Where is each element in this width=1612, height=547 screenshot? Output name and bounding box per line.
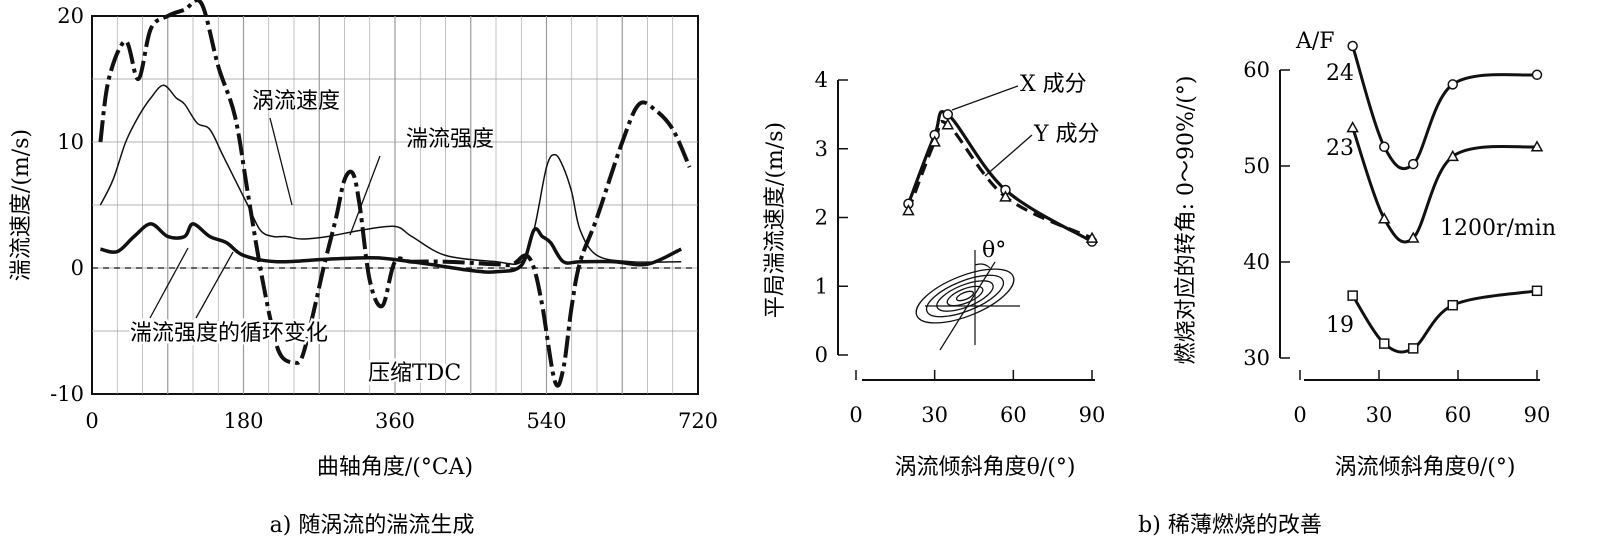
panel-a-series	[98, 0, 692, 388]
x-tick-label: 60	[1000, 403, 1027, 427]
data-point-af-23	[1530, 140, 1544, 152]
turbulence-intensity-annotation: 湍流强度	[406, 127, 494, 152]
y-tick-label: 20	[57, 4, 84, 28]
y-tick-label: 1	[815, 274, 828, 298]
series-line-x-component	[906, 110, 1093, 243]
cyclic-variation-annotation: 湍流强度的循环变化	[130, 321, 328, 346]
data-point-y-component	[902, 204, 915, 216]
data-point-af-19	[1407, 343, 1419, 354]
panel-b-y-axis-label: 平局湍流速度/(m/s)	[763, 122, 788, 318]
swirl-speed-annotation: 涡流速度	[252, 89, 340, 114]
series-line-swirl-speed	[98, 0, 692, 388]
x-tick-label: 360	[375, 409, 415, 433]
data-point-y-component	[941, 118, 955, 130]
x-tick-label: 0	[85, 409, 98, 433]
panel-a-x-axis-label: 曲轴角度/(°CA)	[317, 455, 473, 480]
data-point-x-component	[942, 109, 954, 120]
x-tick-label: 720	[678, 409, 718, 433]
y-tick-label: 2	[815, 206, 828, 230]
data-point-af-24	[1531, 69, 1543, 81]
x-tick-label: 0	[849, 403, 862, 427]
series-line-turbulence-intensity	[99, 84, 682, 266]
y-tick-label: 40	[1243, 250, 1270, 274]
x-tick-label: 60	[1445, 403, 1472, 427]
compression-tdc-annotation: 压缩TDC	[368, 361, 461, 386]
x-component-leader	[951, 85, 1019, 111]
theta-degree-label: θ°	[982, 238, 1006, 263]
data-point-y-component	[999, 190, 1012, 202]
data-point-af-24	[1347, 40, 1358, 52]
data-point-af-23	[1346, 121, 1359, 133]
chart-panel-c: 60 50 40 30 0 30 60 90 燃烧对应的转角: 0～90%/(°) 涡流倾斜…	[1174, 29, 1556, 480]
data-point-af-23	[1377, 212, 1391, 224]
af-24-label: 24	[1326, 61, 1354, 86]
x-tick-label: 540	[526, 409, 566, 433]
chart-panel-b: 4 3 2 1 0 0 30 60 90 平局湍流速度/(m/s) 涡流倾斜角度θ/(°) X…	[763, 68, 1105, 480]
panel-a-x-ticks: 0 180 360 540 720	[85, 409, 718, 433]
panel-c-y-axis-label: 燃烧对应的转角: 0～90%/(°)	[1174, 76, 1199, 365]
data-point-af-24	[1447, 79, 1458, 90]
x-tick-label: 90	[1524, 403, 1551, 427]
panel-c-series	[1346, 40, 1544, 354]
series-line-cyclic-variation	[100, 222, 682, 274]
caption-a: a) 随涡流的湍流生成	[270, 513, 475, 538]
cyclic-variation-leader-2	[195, 251, 234, 319]
swirl-speed-leader	[269, 117, 293, 206]
x-tick-label: 180	[223, 409, 263, 433]
engine-speed-label: 1200r/min	[1440, 216, 1556, 241]
data-point-af-19	[1347, 290, 1358, 301]
data-point-af-23	[1406, 231, 1420, 243]
x-tick-label: 30	[921, 403, 948, 427]
panel-c-x-ticks: 0 30 60 90	[1293, 370, 1550, 427]
panel-a-y-ticks: 20 10 0 -10	[50, 4, 84, 406]
data-point-af-23	[1446, 149, 1460, 162]
y-tick-label: 0	[815, 343, 828, 367]
y-tick-label: 50	[1243, 154, 1270, 178]
panel-c-x-axis-label: 涡流倾斜角度θ/(°)	[1335, 455, 1516, 480]
data-point-af-24	[1379, 141, 1390, 153]
cyclic-variation-leader-1	[149, 247, 189, 319]
y-tick-label: 0	[71, 256, 84, 280]
af-19-label: 19	[1326, 313, 1354, 338]
y-tick-label: -10	[50, 382, 84, 406]
data-point-af-19	[1531, 285, 1543, 297]
panel-a-y-axis-label: 湍流速度/(m/s)	[9, 129, 34, 281]
panel-a-grid	[92, 16, 698, 394]
y-tick-label: 4	[815, 68, 828, 92]
air-fuel-ratio-title: A/F	[1295, 29, 1335, 54]
x-tick-label: 30	[1366, 403, 1393, 427]
turbulence-intensity-leader	[349, 155, 381, 236]
y-tick-label: 10	[57, 130, 84, 154]
af-23-label: 23	[1326, 136, 1354, 161]
panel-b-y-ticks: 4 3 2 1 0	[815, 68, 848, 367]
y-tick-label: 3	[815, 137, 828, 161]
y-tick-label: 30	[1243, 346, 1270, 370]
x-tick-label: 0	[1293, 403, 1306, 427]
y-component-leader	[984, 134, 1033, 177]
data-point-af-19	[1379, 338, 1390, 349]
x-tick-label: 90	[1079, 403, 1106, 427]
panel-c-y-ticks: 60 50 40 30	[1243, 58, 1290, 370]
data-point-y-component	[1085, 231, 1099, 243]
panel-b-x-ticks: 0 30 60 90	[849, 370, 1105, 427]
data-point-af-19	[1447, 299, 1458, 311]
x-component-label: X 成分	[1020, 72, 1087, 97]
y-tick-label: 60	[1243, 58, 1270, 82]
swirl-tilt-inset-icon	[915, 250, 1020, 351]
panel-b-series	[902, 109, 1099, 247]
panel-b-x-axis-label: 涡流倾斜角度θ/(°)	[895, 455, 1076, 480]
data-point-af-24	[1407, 158, 1419, 170]
data-point-y-component	[928, 135, 941, 147]
y-component-label: Y 成分	[1033, 122, 1100, 147]
caption-b: b) 稀薄燃烧的改善	[1138, 513, 1322, 538]
